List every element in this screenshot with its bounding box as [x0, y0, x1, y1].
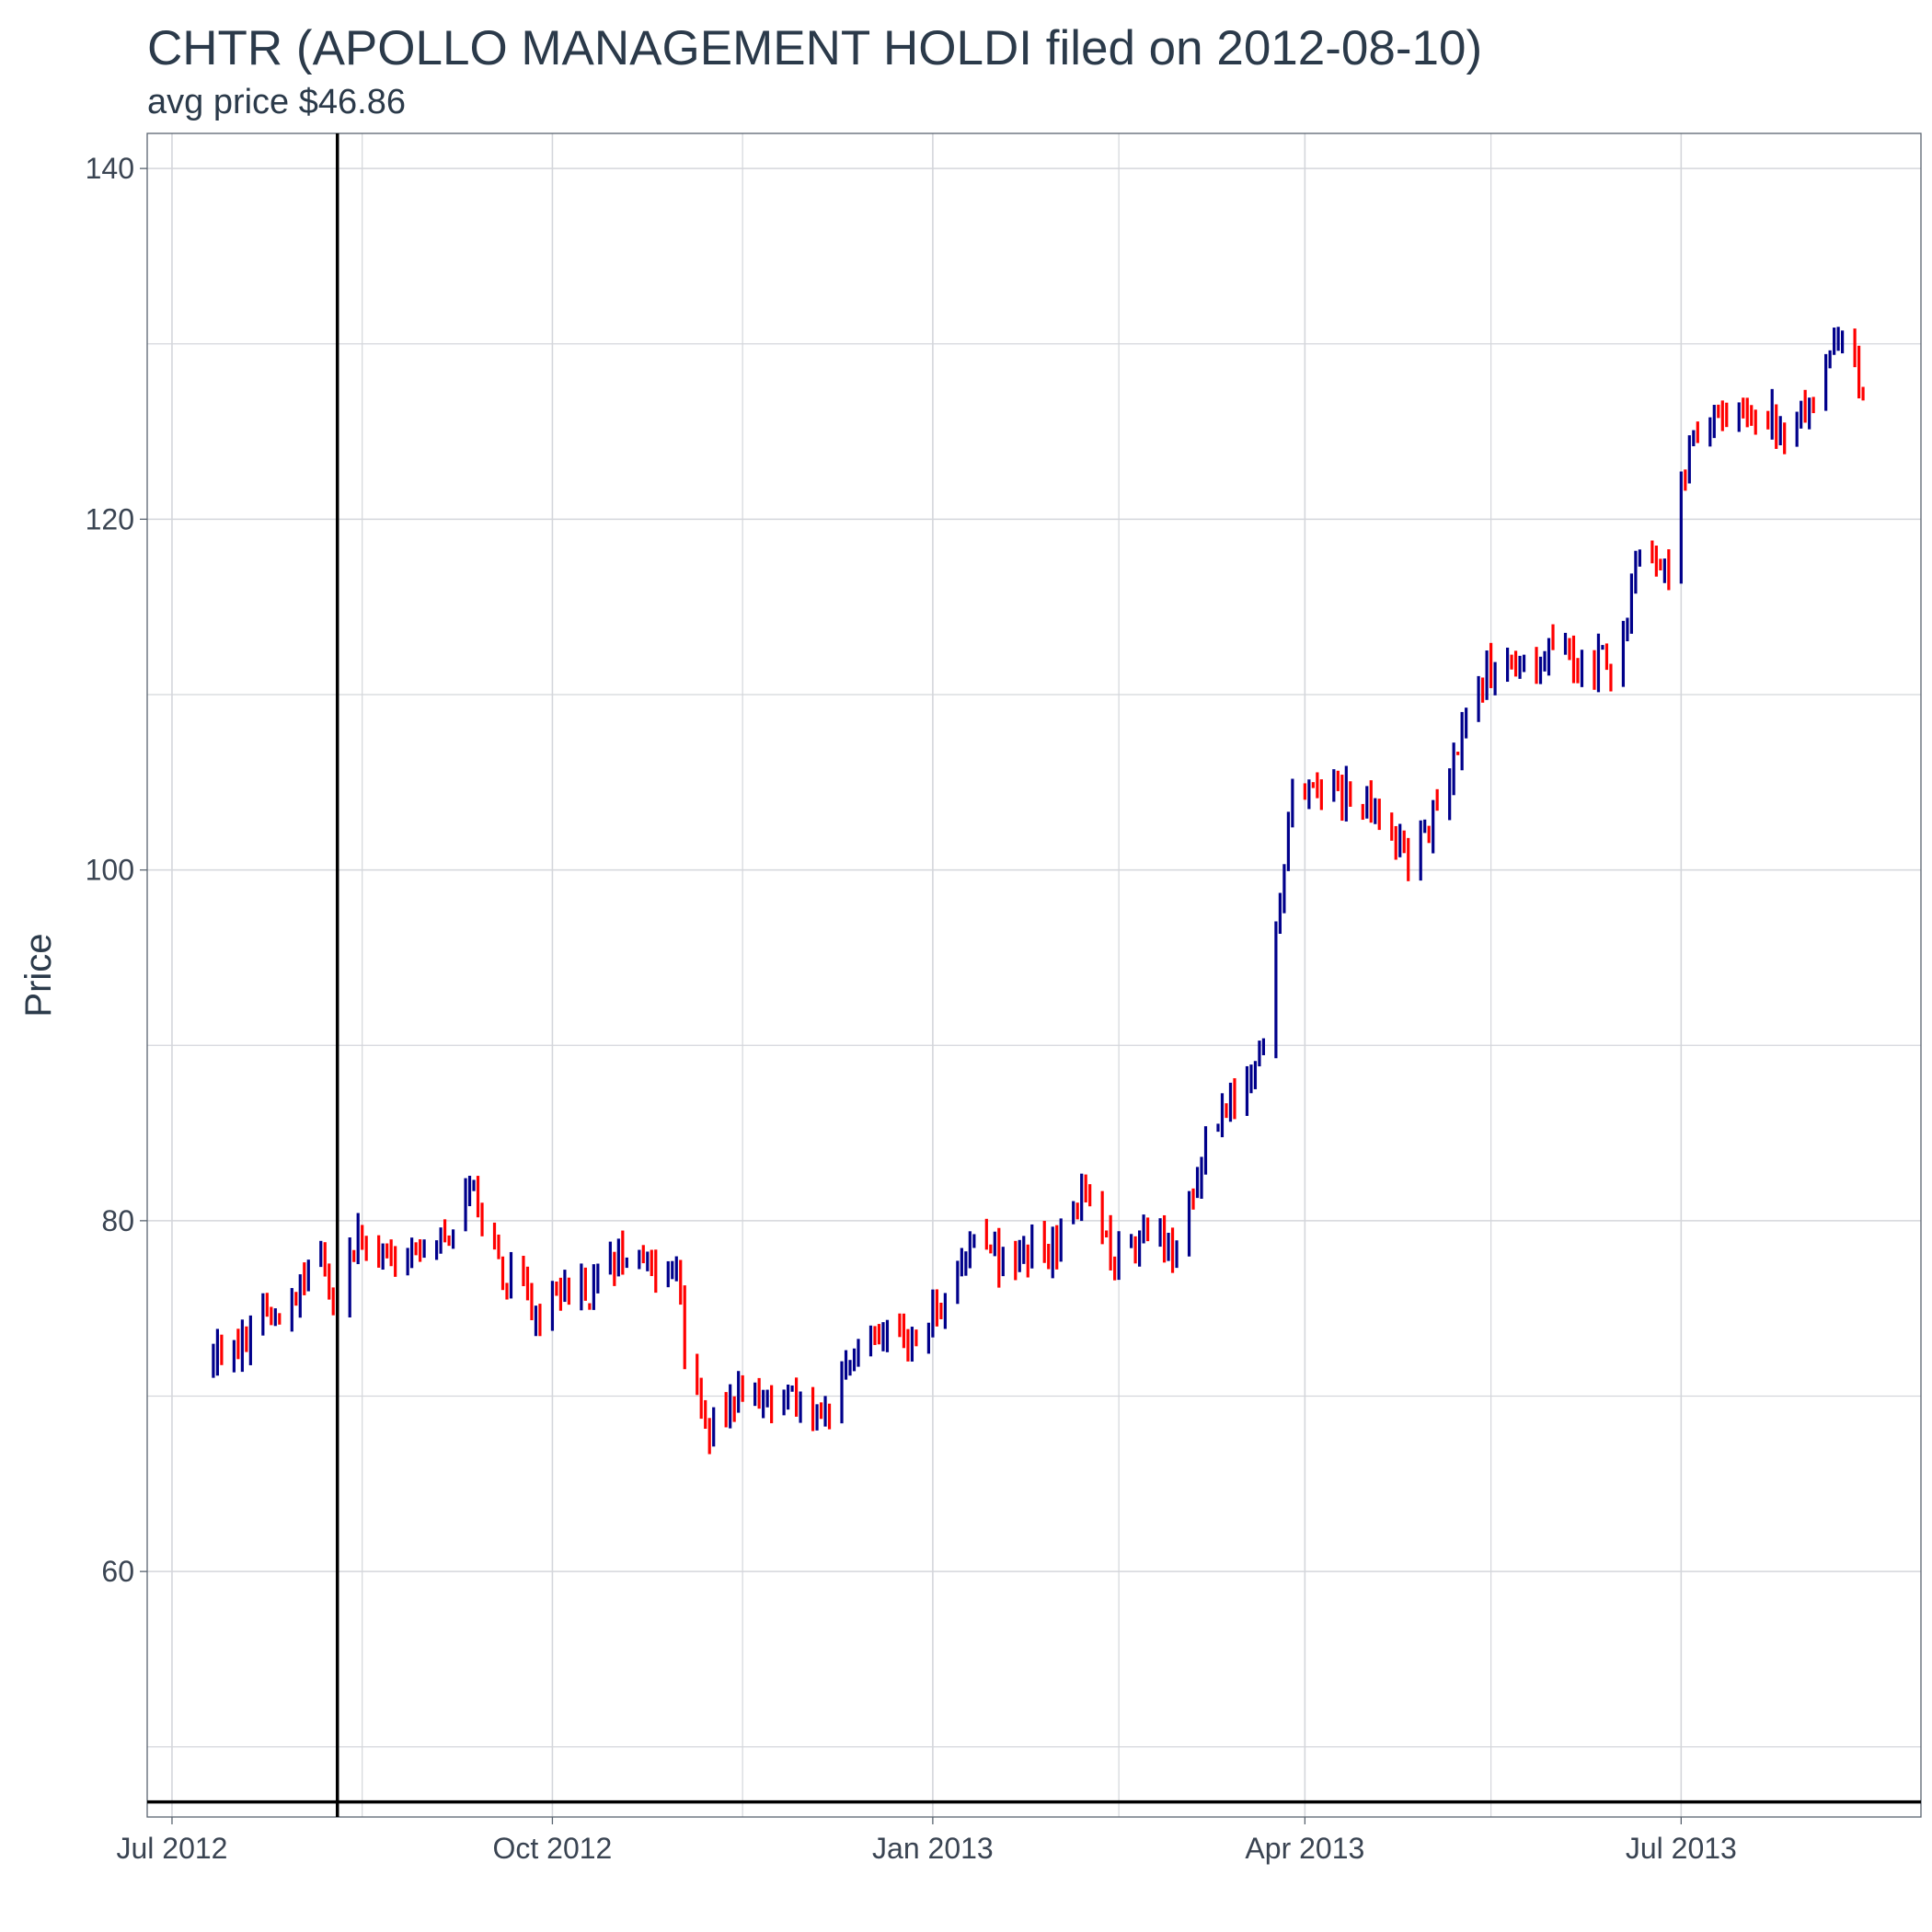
y-tick-label: 80 — [101, 1204, 134, 1237]
y-tick-label: 120 — [86, 502, 134, 535]
x-axis: Jul 2012 Oct 2012 Jan 2013 Apr 2013 Jul 2013 — [116, 1817, 1737, 1865]
price-bars — [212, 327, 1865, 1455]
chart-subtitle: avg price $46.86 — [147, 83, 406, 121]
y-axis: 60 80 100 120 140 — [86, 152, 147, 1588]
y-tick-label: 60 — [101, 1555, 134, 1588]
major-gridlines — [147, 133, 1921, 1817]
x-tick-label: Jan 2013 — [872, 1832, 994, 1865]
y-tick-label: 100 — [86, 854, 134, 887]
y-axis-title: Price — [18, 933, 59, 1017]
x-tick-label: Jul 2013 — [1626, 1832, 1737, 1865]
x-tick-label: Jul 2012 — [116, 1832, 227, 1865]
reference-lines — [147, 133, 1921, 1817]
x-tick-label: Oct 2012 — [492, 1832, 612, 1865]
plot-panel-border — [146, 132, 1922, 1818]
y-tick-label: 140 — [86, 152, 134, 185]
minor-gridlines — [147, 133, 1921, 1817]
x-tick-label: Apr 2013 — [1245, 1832, 1364, 1865]
chart-title: CHTR (APOLLO MANAGEMENT HOLDI filed on 2… — [147, 21, 1483, 75]
